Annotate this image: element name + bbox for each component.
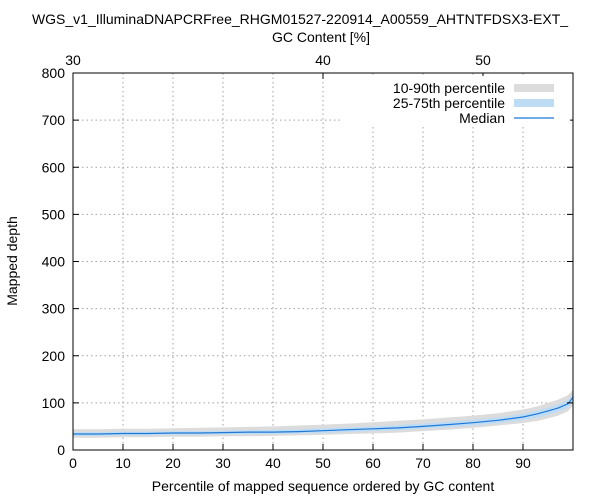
x-tick-label: 90 bbox=[515, 455, 531, 471]
legend-swatch bbox=[514, 99, 554, 107]
y-tick-label: 400 bbox=[42, 254, 66, 270]
x-tick-label: 10 bbox=[115, 455, 131, 471]
x-axis-title: Percentile of mapped sequence ordered by… bbox=[152, 478, 495, 494]
x-tick-label: 70 bbox=[415, 455, 431, 471]
y-tick-label: 600 bbox=[42, 159, 66, 175]
x-tick-label: 40 bbox=[265, 455, 281, 471]
x2-tick-label: 40 bbox=[315, 52, 331, 68]
x-tick-label: 80 bbox=[465, 455, 481, 471]
y-tick-label: 300 bbox=[42, 301, 66, 317]
legend-swatch bbox=[514, 84, 554, 92]
x-tick-label: 60 bbox=[365, 455, 381, 471]
x2-tick-label: 30 bbox=[65, 52, 81, 68]
legend-label: 10-90th percentile bbox=[393, 80, 505, 96]
x2-tick-label: 50 bbox=[475, 52, 491, 68]
x-tick-label: 0 bbox=[69, 455, 77, 471]
axis-ticks: 0 10 20 30 40 50 60 70 80 90 0 100 200 300 400 500 600 70… bbox=[42, 52, 573, 471]
y-axis-title: Mapped depth bbox=[4, 216, 20, 306]
legend-label: Median bbox=[459, 110, 505, 126]
y-tick-label: 200 bbox=[42, 348, 66, 364]
legend-label: 25-75th percentile bbox=[393, 95, 505, 111]
grid-lines bbox=[73, 73, 573, 450]
median-line bbox=[73, 396, 574, 435]
y-tick-label: 0 bbox=[57, 442, 65, 458]
y-tick-label: 700 bbox=[42, 112, 66, 128]
percentile-bands bbox=[73, 389, 573, 438]
y-tick-label: 800 bbox=[42, 65, 66, 81]
x-tick-label: 30 bbox=[215, 455, 231, 471]
median-series bbox=[73, 396, 574, 435]
chart-title: WGS_v1_IlluminaDNAPCRFree_RHGM01527-2209… bbox=[32, 11, 568, 27]
x-tick-label: 50 bbox=[315, 455, 331, 471]
top-axis-title: GC Content [%] bbox=[272, 29, 370, 45]
band-25-75 bbox=[73, 393, 573, 436]
y-tick-label: 100 bbox=[42, 395, 66, 411]
y-tick-label: 500 bbox=[42, 206, 66, 222]
x-tick-label: 20 bbox=[165, 455, 181, 471]
